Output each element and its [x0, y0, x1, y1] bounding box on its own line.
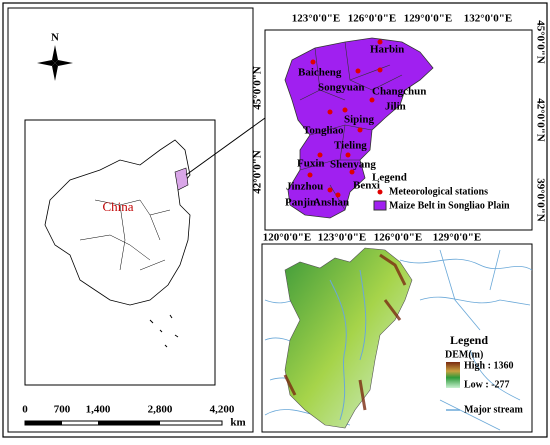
figure-frame	[2, 2, 548, 438]
station	[327, 109, 333, 115]
scale-segment	[98, 421, 160, 425]
city-label: Panjin	[285, 197, 316, 209]
dem-title: DEM(m)	[445, 349, 483, 360]
scale-segment	[25, 421, 62, 425]
city-label: Jilin	[385, 101, 406, 113]
scale-label: 4,200	[210, 404, 235, 416]
legend-maize-symbol	[373, 200, 387, 211]
inner-streams	[329, 269, 367, 421]
scale-unit: km	[230, 417, 245, 429]
lon-label: 123°0'0"E	[318, 232, 366, 244]
bottom-legend: Legend DEM(m) High : 1360 Low : -277 Maj…	[445, 333, 523, 416]
country-label: China	[102, 199, 133, 214]
city-label: Changchun	[372, 86, 426, 98]
scale-outline	[24, 420, 223, 426]
legend-title: Legend	[372, 172, 407, 184]
station	[307, 172, 313, 178]
city-label: Tieling	[334, 140, 367, 152]
lat-label: 45°0'0"N	[252, 66, 264, 110]
station	[310, 59, 316, 65]
legend-station-symbol	[377, 189, 383, 195]
station	[342, 107, 348, 113]
lon-label: 129°0'0"E	[404, 13, 452, 25]
province-lines	[79, 199, 171, 271]
city-label: Tongliao	[303, 125, 344, 137]
scale-label: 0	[22, 404, 28, 416]
station	[355, 68, 361, 74]
legend-title: Legend	[450, 333, 488, 347]
station	[345, 152, 351, 158]
station	[335, 192, 341, 198]
station	[369, 97, 375, 103]
graticule-labels: 123°0'0"E 126°0'0"E 129°0'0"E 132°0'0"E 120°…	[252, 13, 547, 244]
city-label: Shenyang	[330, 159, 376, 171]
highlands	[283, 253, 407, 411]
china-outline	[44, 139, 191, 306]
compass: N	[37, 32, 73, 81]
legend-item: Maize Belt in Songliao Plain	[389, 200, 510, 211]
connector-line	[185, 117, 266, 176]
scale-label: 700	[54, 404, 71, 416]
lat-label: 42°0'0"N	[252, 150, 264, 194]
lat-label: 39°0'0"N	[534, 178, 546, 222]
city-label: Harbin	[370, 44, 404, 56]
china-frame	[24, 119, 216, 386]
city-label: Benxi	[353, 180, 380, 192]
lat-label: 45°0'0"N	[534, 20, 546, 64]
city-label: Baicheng	[298, 67, 342, 79]
stream-label: Major stream	[464, 404, 523, 415]
city-label: Fuxin	[297, 158, 325, 170]
dem-high: High : 1360	[464, 360, 513, 371]
lat-label: 42°0'0"N	[534, 98, 546, 142]
district-lines	[299, 41, 403, 211]
study-area	[174, 167, 189, 191]
station	[327, 187, 333, 193]
station	[377, 67, 383, 73]
north-label: N	[51, 32, 59, 44]
lon-label: 132°0'0"E	[464, 13, 512, 25]
dem-low: Low : -277	[464, 379, 510, 390]
scale-label: 2,800	[148, 404, 173, 416]
lon-label: 126°0'0"E	[348, 13, 396, 25]
station	[317, 152, 323, 158]
city-label: Jinzhou	[286, 181, 323, 193]
dem-region	[284, 247, 413, 429]
top-legend: Legend Meteorological stations Maize Bel…	[372, 172, 510, 212]
left-frame	[7, 7, 254, 433]
lon-label: 129°0'0"E	[433, 232, 481, 244]
lon-label: 120°0'0"E	[263, 232, 311, 244]
islands	[149, 314, 179, 348]
station	[377, 39, 383, 45]
scale-label: 1,400	[86, 404, 111, 416]
city-label: Songyuan	[318, 82, 364, 94]
lon-label: 126°0'0"E	[374, 232, 422, 244]
station	[357, 127, 363, 133]
city-label: Siping	[344, 114, 374, 126]
lon-label: 123°0'0"E	[292, 13, 340, 25]
legend-item: Meteorological stations	[389, 186, 488, 197]
city-label: Anshan	[313, 197, 349, 209]
cities: Harbin Baicheng Songyuan Changchun Jilin Sipi…	[285, 39, 426, 209]
dem-ramp	[446, 362, 460, 388]
station	[349, 169, 355, 175]
